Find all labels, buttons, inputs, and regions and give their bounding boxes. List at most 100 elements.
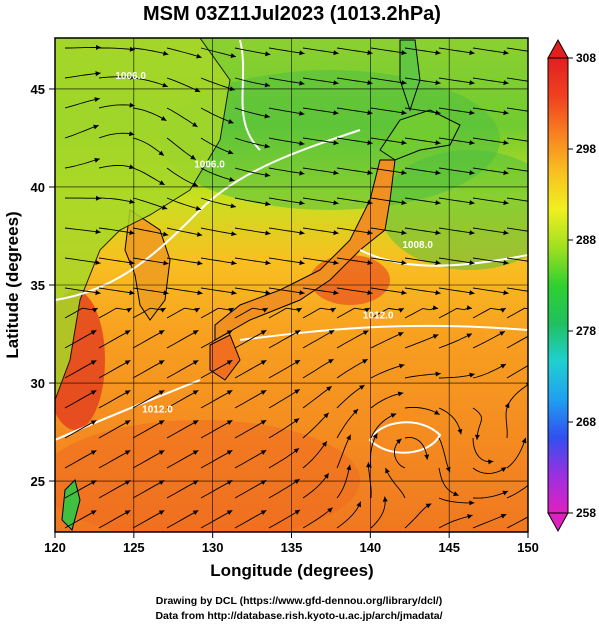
streamline-arrowhead (90, 360, 97, 365)
streamline-arrowhead (503, 290, 509, 296)
streamline-arrowhead (401, 110, 407, 116)
x-tick-label: 140 (359, 540, 381, 555)
streamline (132, 360, 165, 379)
streamline (268, 257, 305, 264)
streamline (506, 107, 528, 112)
streamline-arrowhead (260, 510, 267, 515)
streamline-arrowhead (264, 172, 271, 178)
streamline (438, 373, 475, 379)
streamline-arrowhead (537, 140, 542, 145)
streamline-arrowhead (299, 80, 305, 86)
streamline (438, 77, 475, 84)
streamline-arrowhead (128, 131, 135, 137)
streamline (302, 329, 335, 349)
contour-label: 1006.0 (194, 159, 225, 170)
streamline (336, 227, 373, 234)
streamline-arrowhead (90, 330, 97, 335)
streamline (234, 479, 267, 499)
streamline (438, 257, 475, 264)
streamline (166, 167, 199, 187)
streamline (472, 77, 509, 84)
streamline-arrowhead (296, 308, 302, 313)
y-axis-label: Latitude (degrees) (3, 211, 22, 358)
streamline-arrowhead (521, 437, 527, 444)
streamline-arrowhead (124, 480, 131, 485)
streamline (64, 124, 99, 139)
streamline (98, 307, 133, 319)
streamline-arrowhead (264, 113, 270, 119)
streamline-arrowhead (367, 140, 373, 146)
streamline-arrowhead (503, 80, 509, 86)
streamline-arrowhead (264, 82, 271, 88)
streamline-arrowhead (435, 371, 441, 377)
streamline-arrowhead (260, 420, 267, 425)
streamline-arrowhead (93, 124, 99, 130)
streamline (438, 287, 475, 294)
streamline-arrowhead (124, 510, 131, 515)
streamline (302, 197, 339, 204)
colorbar-tick-label: 258 (576, 506, 596, 520)
streamline-arrowhead (227, 149, 234, 155)
streamline-arrowhead (323, 473, 329, 479)
streamline-arrowhead (265, 51, 271, 57)
streamline-arrowhead (474, 434, 480, 440)
streamline-arrowhead (537, 50, 542, 55)
streamline-arrowhead (328, 359, 334, 364)
pressure-contour (239, 39, 261, 151)
colorbar-tick-label: 278 (576, 324, 596, 338)
streamline (302, 412, 330, 439)
streamline (336, 501, 362, 529)
streamline (472, 307, 507, 319)
colorbar: 258 268 278 288 298 308 (547, 38, 596, 533)
streamline (302, 440, 328, 469)
streamline (302, 227, 339, 234)
streamline-arrowhead (294, 389, 300, 395)
streamline-arrowhead (129, 46, 135, 52)
streamline-arrowhead (401, 170, 407, 176)
streamline (472, 363, 507, 379)
streamline-arrowhead (503, 50, 509, 56)
streamline (404, 107, 441, 114)
streamline (302, 77, 339, 84)
streamline (132, 420, 165, 439)
streamline-arrowhead (294, 479, 300, 484)
streamline (234, 329, 267, 349)
streamline-layer (64, 45, 542, 529)
streamline (234, 77, 271, 87)
streamline-arrowhead (435, 170, 441, 176)
streamline-arrowhead (537, 290, 542, 295)
streamline-arrowhead (158, 420, 165, 425)
streamline (64, 450, 97, 469)
streamline-arrowhead (265, 230, 271, 236)
streamline-arrowhead (92, 308, 98, 313)
contour-labels: 1006.0 1006.0 1008.0 1012.0 1012.0 (115, 71, 433, 415)
streamline-arrowhead (162, 231, 169, 237)
streamline-arrowhead (196, 53, 202, 59)
streamline (132, 107, 167, 122)
streamline-arrowhead (435, 140, 441, 146)
streamline (438, 227, 475, 234)
streamline-arrowhead (503, 230, 509, 236)
streamline (64, 420, 97, 439)
streamline (64, 98, 100, 109)
streamline-arrowhead (226, 360, 233, 365)
streamline (336, 77, 373, 84)
streamline-arrowhead (359, 385, 365, 390)
streamline (98, 329, 131, 349)
streamline-arrowhead (533, 331, 539, 336)
grid-lines (55, 38, 528, 532)
streamline-arrowhead (95, 290, 101, 296)
streamline-arrowhead (90, 420, 97, 425)
streamline (336, 307, 371, 319)
streamline (302, 107, 339, 114)
streamline-arrowhead (260, 330, 267, 335)
streamline-arrowhead (192, 390, 199, 395)
streamline-arrowhead (124, 330, 131, 335)
streamline-arrowhead (504, 402, 510, 409)
streamline-arrowhead (333, 50, 339, 56)
streamline (166, 227, 203, 236)
streamline-arrowhead (231, 231, 237, 237)
warm-region-south (55, 420, 360, 532)
streamline (98, 420, 131, 439)
streamline-arrowhead (160, 308, 166, 313)
